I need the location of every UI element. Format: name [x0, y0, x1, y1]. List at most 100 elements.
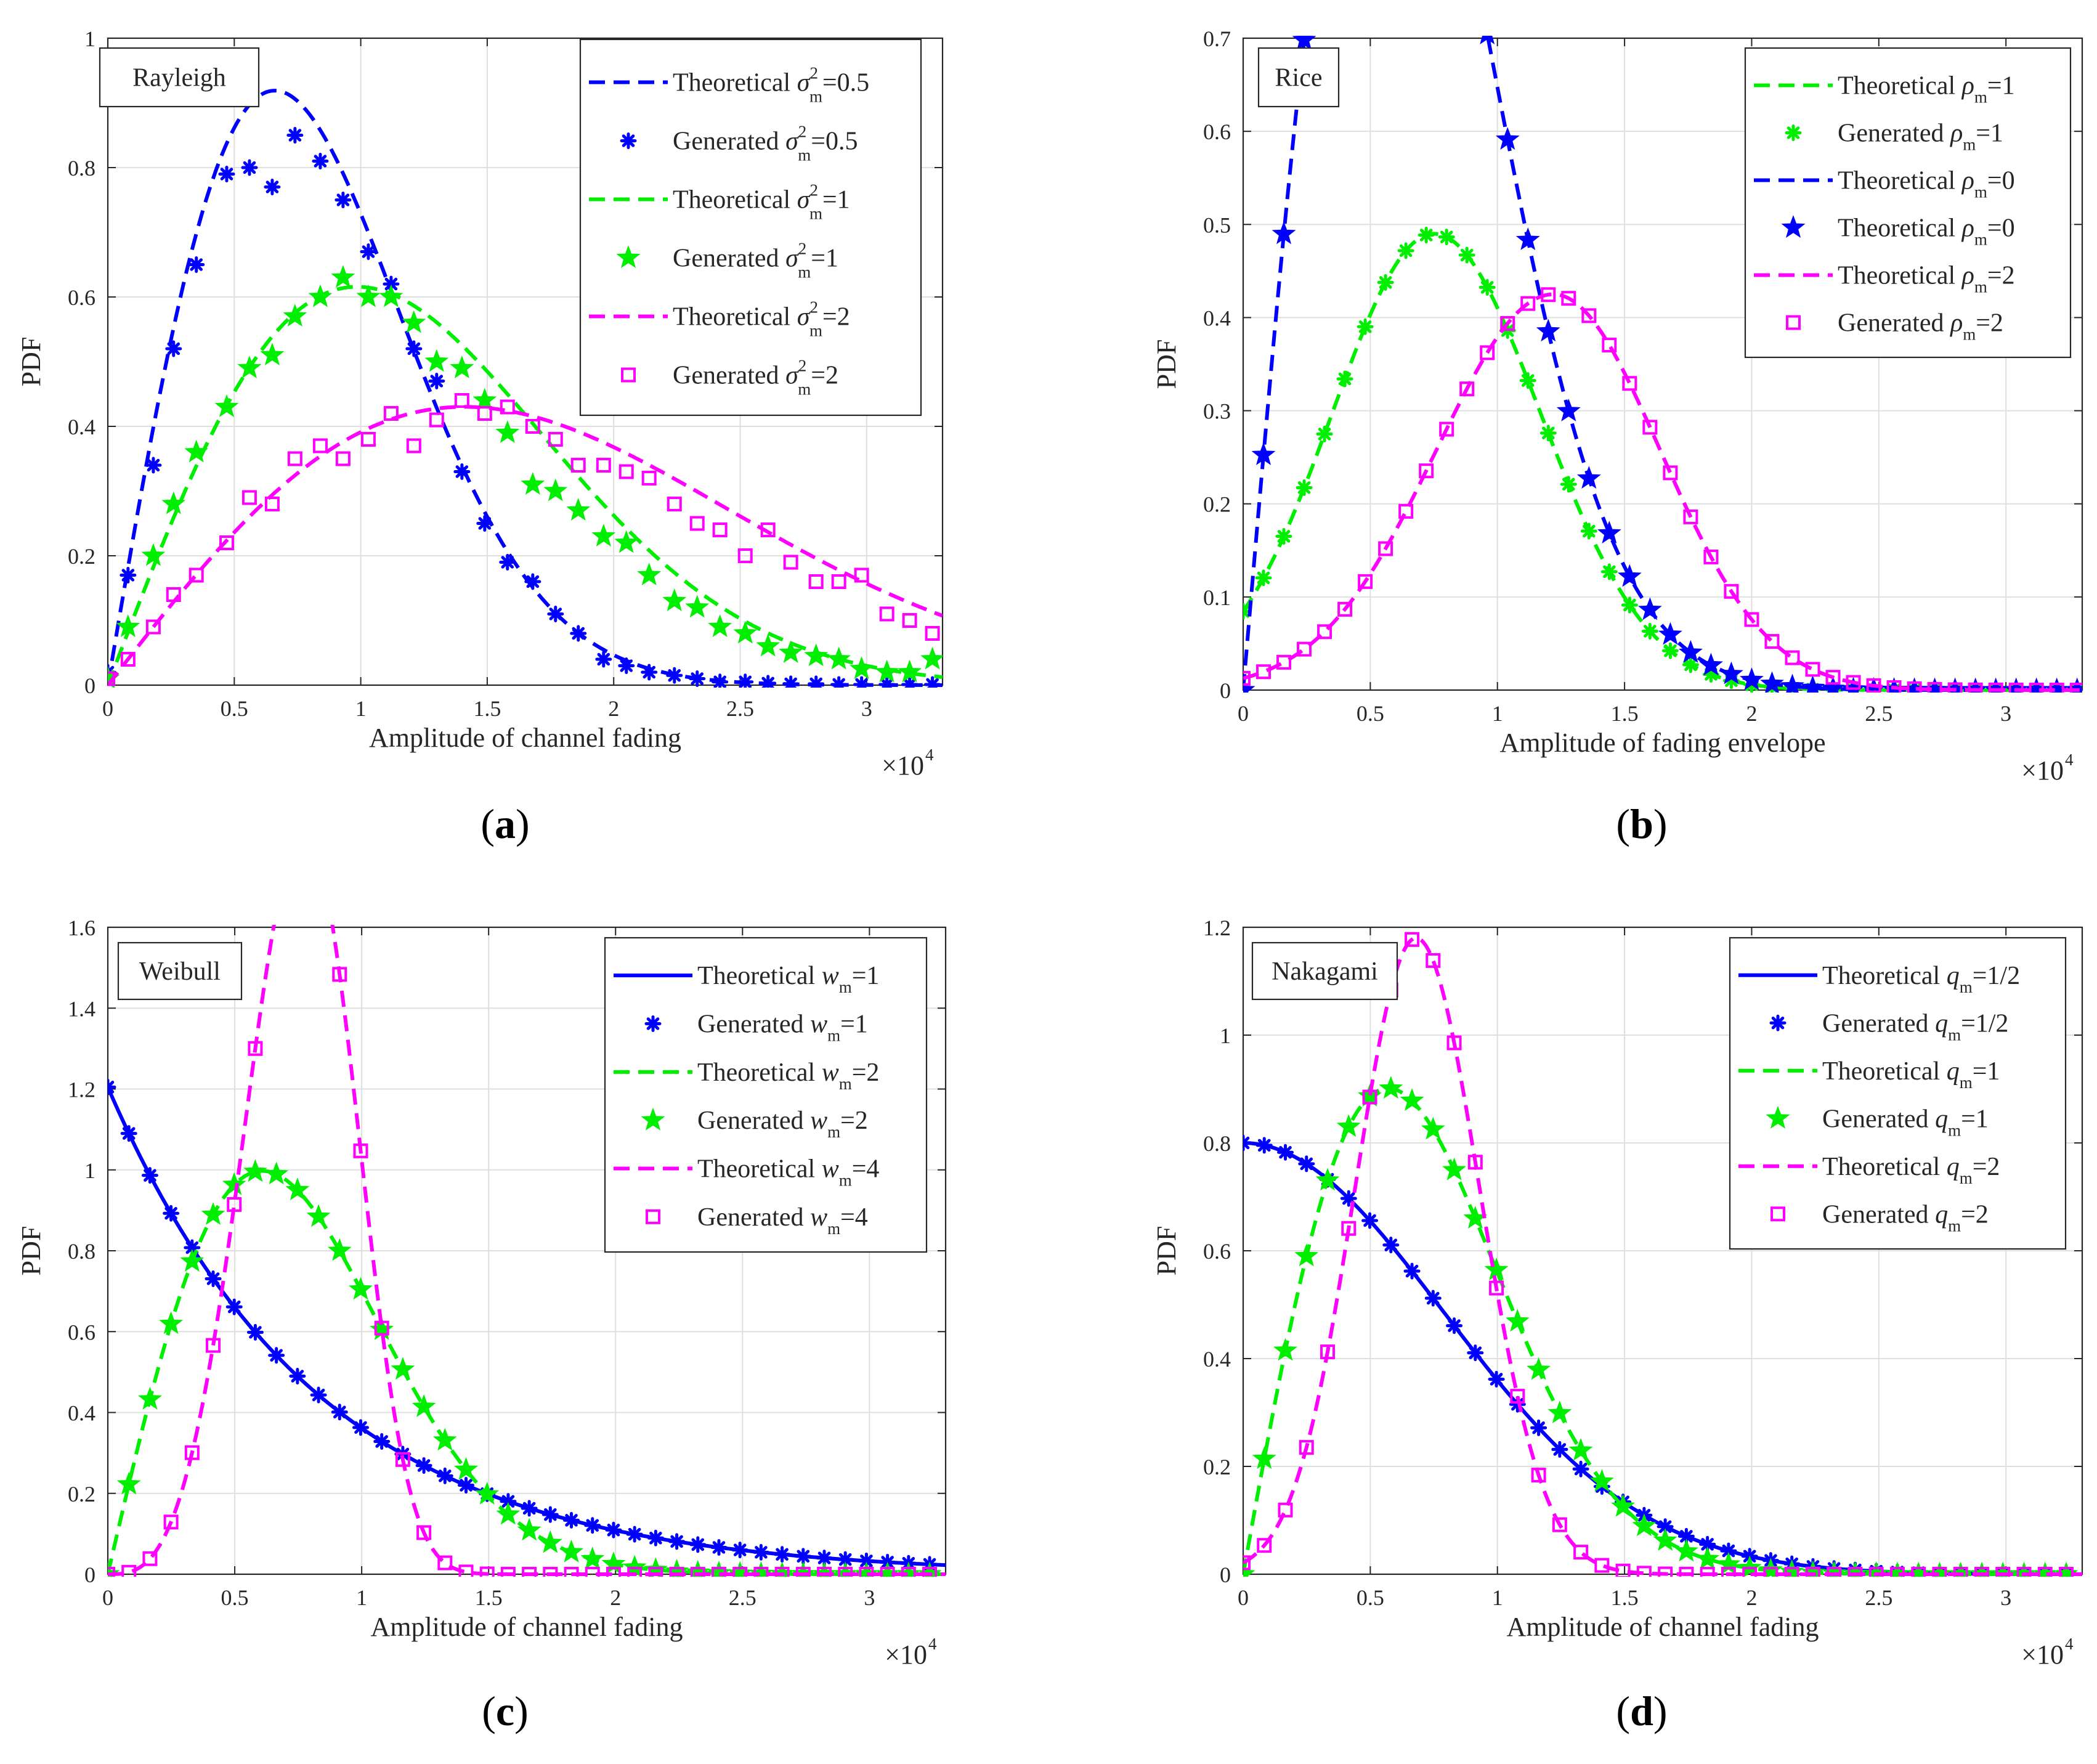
series-5	[108, 852, 938, 1577]
data-point	[1539, 425, 1557, 442]
data-point	[1255, 569, 1272, 587]
legend-kind: Generated	[1838, 120, 1944, 148]
data-point	[1641, 622, 1658, 640]
data-point	[312, 852, 325, 864]
data-point	[1602, 337, 1617, 352]
data-point	[159, 1311, 184, 1335]
x-tick-label: 1	[1492, 701, 1503, 726]
legend-symbol: ρ	[1961, 262, 1974, 290]
legend-label: Generated σ2 m=0.5	[673, 123, 858, 165]
legend-symbol: ρ	[1961, 72, 1974, 100]
data-point	[108, 1567, 115, 1577]
y-tick-label: 0.8	[68, 156, 95, 181]
data-point	[332, 967, 347, 982]
legend-entry: Generated qm=1/2	[1769, 1009, 2008, 1044]
series-line	[108, 405, 943, 686]
legend-kind: Generated	[1822, 1200, 1929, 1229]
tag-label: Rice	[1275, 64, 1323, 92]
data-point	[1719, 661, 1743, 685]
data-point	[1316, 425, 1333, 442]
data-point	[1515, 227, 1540, 250]
legend-label: Theoretical qm=2	[1822, 1153, 2000, 1187]
data-point	[585, 1567, 600, 1577]
data-point	[1658, 1566, 1673, 1577]
legend-label: Generated qm=1	[1822, 1105, 1989, 1139]
x-tick-label: 2.5	[729, 1585, 756, 1610]
data-point	[1653, 1528, 1677, 1551]
data-point	[1737, 1555, 1762, 1577]
data-point	[710, 1538, 728, 1556]
data-point	[2016, 1567, 2032, 1577]
distribution-tag: Rayleigh	[99, 47, 260, 108]
data-point	[737, 548, 753, 563]
y-tick-label: 0.2	[1203, 492, 1231, 517]
data-point	[374, 1320, 389, 1336]
data-point	[1927, 681, 1942, 693]
legend-box	[1744, 47, 2072, 359]
data-point	[1424, 1290, 1442, 1307]
data-point	[1683, 509, 1698, 524]
data-point	[1243, 1561, 1255, 1577]
data-point	[454, 1457, 478, 1480]
legend-marker	[620, 132, 637, 149]
legend-kind: Generated	[697, 1107, 804, 1135]
data-point	[689, 1536, 707, 1553]
data-point	[731, 1542, 748, 1559]
data-point	[708, 614, 732, 638]
legend-value: =0.5	[822, 69, 869, 97]
data-point	[1362, 1089, 1377, 1105]
legend-sub: m	[1948, 1025, 1961, 1044]
data-point	[310, 1386, 327, 1404]
data-point	[1632, 1513, 1657, 1537]
data-point	[1742, 1566, 1758, 1577]
legend-value: =0.5	[811, 128, 858, 156]
data-point	[1611, 1494, 1636, 1517]
legend-kind: Generated	[697, 1010, 804, 1039]
legend-symbol: w	[810, 1010, 827, 1039]
data-point	[188, 256, 205, 273]
data-point	[1296, 479, 1313, 496]
data-point	[1827, 1567, 1842, 1577]
legend-sub: m	[1963, 136, 1976, 154]
data-point	[1780, 673, 1804, 693]
legend-label: Theoretical wm=1	[697, 962, 879, 996]
data-point	[522, 1566, 537, 1577]
legend-label: Generated qm=2	[1822, 1200, 1989, 1235]
legend-sub: m	[839, 978, 852, 996]
data-point	[205, 1270, 222, 1287]
data-point	[875, 659, 899, 683]
legend-kind: Theoretical	[673, 303, 790, 331]
data-point	[1552, 1517, 1567, 1532]
x-axis-label: Amplitude of fading envelope	[1499, 728, 1825, 758]
legend-label: Generated wm=4	[697, 1203, 868, 1238]
x-tick-label: 1	[355, 696, 367, 721]
data-point	[902, 613, 917, 628]
data-point	[1292, 36, 1316, 51]
legend-kind: Theoretical	[1822, 1153, 1940, 1181]
data-point	[689, 516, 705, 531]
legend-value: =1	[822, 186, 850, 214]
data-point	[712, 522, 728, 537]
series-5	[1243, 287, 2082, 693]
legend-value: =1	[840, 1010, 868, 1039]
legend-sup: 2	[809, 181, 818, 200]
legend-symbol: ρ	[1949, 120, 1963, 148]
data-point	[1580, 522, 1597, 540]
data-point	[1478, 278, 1496, 296]
legend-symbol: q	[1935, 1009, 1948, 1038]
x-exponent-power: 4	[2065, 1635, 2074, 1653]
x-axis-label: Amplitude of channel fading	[370, 1612, 683, 1642]
series-line	[1243, 292, 2082, 692]
x-exponent-label: ×10 4	[2021, 1635, 2074, 1670]
data-point	[1488, 1370, 1505, 1388]
legend-label: Theoretical wm=4	[697, 1155, 879, 1190]
data-point	[391, 1357, 415, 1380]
legend-symbol: ρ	[1961, 167, 1974, 195]
data-point	[667, 497, 682, 511]
data-point	[1674, 1538, 1698, 1562]
y-tick-label: 0.4	[1203, 306, 1231, 330]
data-point	[219, 535, 234, 550]
data-point	[437, 1555, 453, 1571]
data-point	[1255, 1137, 1273, 1154]
